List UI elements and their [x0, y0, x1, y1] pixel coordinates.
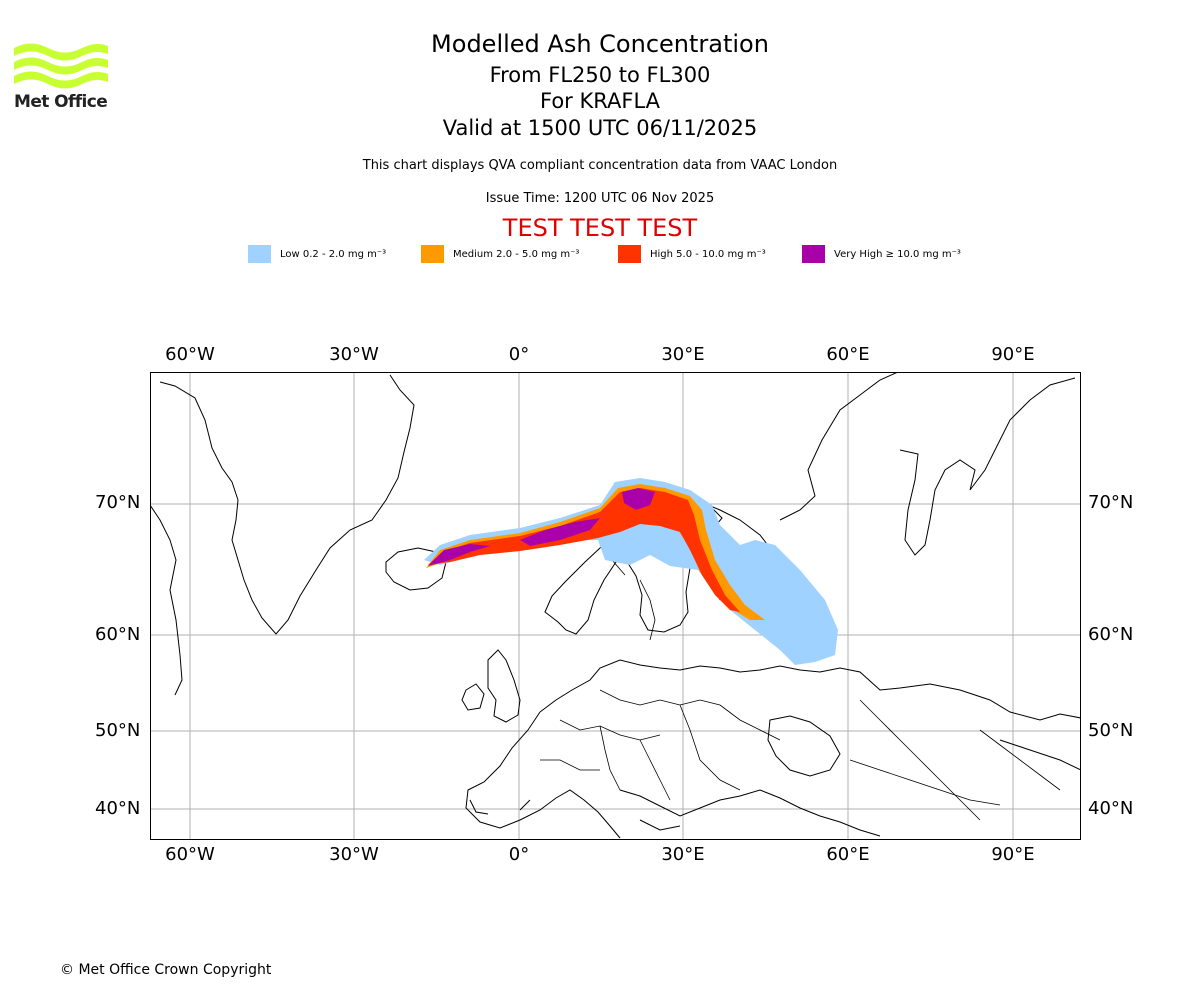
- lon-label-bottom-30e: 30°E: [661, 844, 705, 865]
- lat-label-left-50n: 50°N: [95, 720, 141, 741]
- lat-label-left-70n: 70°N: [95, 492, 141, 513]
- legend-item-high: High 5.0 - 10.0 mg m⁻³: [618, 244, 766, 264]
- legend-item-medium: Medium 2.0 - 5.0 mg m⁻³: [421, 244, 579, 264]
- map-frame: [150, 372, 1081, 840]
- legend-item-very-high: Very High ≥ 10.0 mg m⁻³: [802, 244, 961, 264]
- issue-time: Issue Time: 1200 UTC 06 Nov 2025: [485, 191, 715, 206]
- lon-label-bottom-0: 0°: [508, 844, 530, 865]
- lon-label-top-90e: 90°E: [991, 344, 1035, 365]
- lon-label-top-30e: 30°E: [661, 344, 705, 365]
- legend-label-low: Low 0.2 - 2.0 mg m⁻³: [280, 248, 387, 260]
- graticule: [151, 373, 1080, 839]
- legend-swatch-low: [248, 245, 271, 263]
- test-banner: TEST TEST TEST: [502, 214, 698, 242]
- legend-label-medium: Medium 2.0 - 5.0 mg m⁻³: [453, 248, 580, 260]
- lat-label-right-40n: 40°N: [1088, 798, 1134, 819]
- lat-label-left-40n: 40°N: [95, 798, 141, 819]
- legend-label-very-high: Very High ≥ 10.0 mg m⁻³: [834, 248, 961, 260]
- logo-text: Met Office: [14, 92, 108, 112]
- lon-label-top-0: 0°: [508, 344, 530, 365]
- copyright: © Met Office Crown Copyright: [60, 962, 272, 978]
- lat-label-right-60n: 60°N: [1088, 624, 1134, 645]
- volcano-name: For KRAFLA: [540, 89, 660, 113]
- chart-title: Modelled Ash Concentration: [431, 30, 769, 58]
- legend-swatch-very-high: [802, 245, 825, 263]
- valid-time: Valid at 1500 UTC 06/11/2025: [442, 116, 758, 140]
- legend-swatch-high: [618, 245, 641, 263]
- lat-label-left-60n: 60°N: [95, 624, 141, 645]
- met-office-logo: [14, 43, 108, 89]
- lon-label-bottom-90e: 90°E: [991, 844, 1035, 865]
- lat-label-right-50n: 50°N: [1088, 720, 1134, 741]
- legend-swatch-medium: [421, 245, 444, 263]
- map: [150, 372, 1081, 840]
- lon-label-bottom-30w: 30°W: [329, 844, 379, 865]
- flight-levels: From FL250 to FL300: [489, 63, 711, 87]
- legend-label-high: High 5.0 - 10.0 mg m⁻³: [650, 248, 766, 260]
- lat-label-right-70n: 70°N: [1088, 492, 1134, 513]
- lon-label-top-60e: 60°E: [826, 344, 870, 365]
- lon-label-top-60w: 60°W: [165, 344, 215, 365]
- lon-label-top-30w: 30°W: [329, 344, 379, 365]
- lon-label-bottom-60w: 60°W: [165, 844, 215, 865]
- coastlines: [151, 373, 1080, 839]
- legend-item-low: Low 0.2 - 2.0 mg m⁻³: [248, 244, 386, 264]
- description: This chart displays QVA compliant concen…: [362, 158, 838, 173]
- lon-label-bottom-60e: 60°E: [826, 844, 870, 865]
- ash-plume: [424, 478, 838, 665]
